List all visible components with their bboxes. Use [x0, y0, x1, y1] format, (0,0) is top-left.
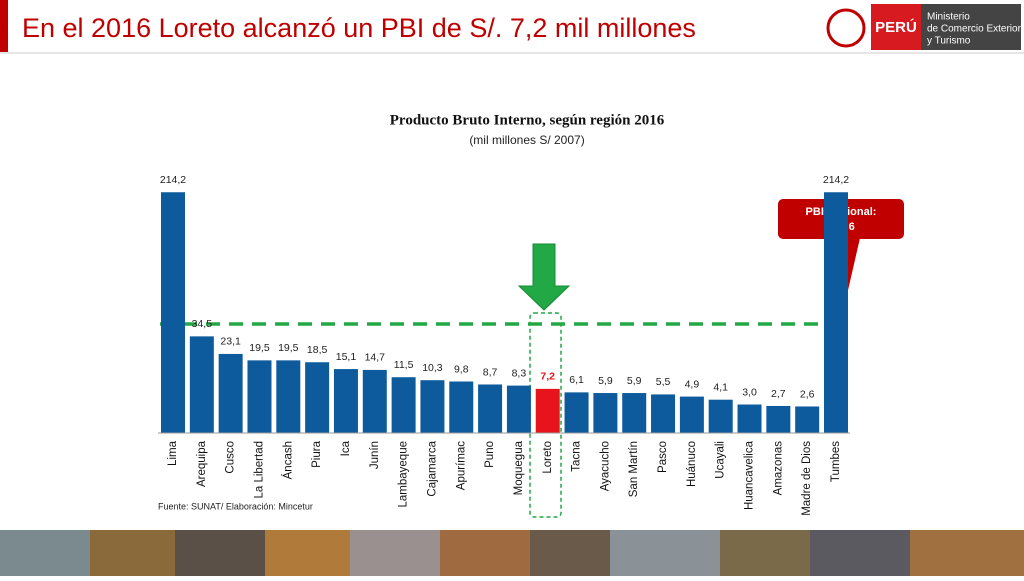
bar	[593, 393, 618, 433]
ministry: y Turismo	[927, 36, 971, 47]
value-label: 34,5	[192, 318, 213, 330]
value-label: 8,3	[512, 367, 527, 379]
x-tick-label: Junín	[369, 441, 381, 469]
bar	[651, 394, 676, 433]
x-tick-label: Moquegua	[513, 440, 525, 495]
bar	[449, 381, 474, 433]
chart-title: Producto Bruto Interno, según región 201…	[390, 112, 665, 128]
value-label: 7,2	[540, 371, 555, 383]
x-tick-label: Madre de Dios	[801, 441, 813, 516]
x-tick-label: Cusco	[225, 441, 237, 474]
x-tick-label: Lambayeque	[398, 441, 410, 508]
x-tick-label: Ayacucho	[599, 441, 611, 491]
bar	[506, 385, 531, 433]
x-tick-label: Lima	[167, 440, 179, 466]
bar	[737, 404, 762, 433]
x-tick-label: Cajamarca	[426, 440, 438, 496]
x-tick-label: Áncash	[281, 441, 294, 479]
bar	[305, 362, 330, 433]
x-tick-label: Piura	[311, 440, 323, 467]
bar	[564, 392, 589, 433]
bar	[420, 380, 445, 433]
x-tick-label: Tacna	[571, 440, 583, 471]
bar	[824, 192, 848, 433]
highlight-arrow	[517, 243, 571, 311]
value-label: 18,5	[307, 344, 328, 356]
bar	[622, 393, 647, 433]
value-label: 11,5	[394, 359, 414, 371]
x-tick-label: Ica	[340, 440, 352, 456]
slide-title: En el 2016 Loreto alcanzó un PBI de S/. …	[22, 13, 696, 43]
x-tick-label: Apurímac	[455, 441, 467, 490]
bar	[189, 336, 214, 433]
value-label: 2,7	[771, 388, 786, 400]
x-tick-label: Puno	[484, 441, 496, 468]
value-label: 4,9	[685, 378, 700, 390]
x-tick-label: Arequipa	[196, 440, 208, 487]
emblem	[826, 8, 866, 48]
source: Fuente: SUNAT/ Elaboración: Mincetur	[158, 501, 313, 511]
value-label: 214,2	[160, 174, 186, 186]
ministry: Ministerio	[927, 12, 970, 23]
bar	[218, 353, 243, 433]
bar	[391, 377, 416, 433]
value-label: 3,0	[742, 386, 757, 398]
bar	[362, 369, 387, 433]
value-label: 214,2	[823, 174, 849, 186]
bar	[795, 406, 820, 433]
value-label: 6,1	[569, 374, 584, 386]
bar	[766, 405, 791, 433]
x-tick-label: San Martín	[628, 441, 640, 497]
value-label: 15,1	[336, 351, 357, 363]
x-tick-label: Tumbes	[830, 441, 842, 482]
x-tick-label: Ucayali	[715, 441, 727, 479]
x-tick-label: Huancavelica	[744, 440, 756, 510]
title-accent	[0, 0, 8, 52]
bar	[161, 192, 185, 433]
bar	[708, 399, 733, 433]
brand: PERÚ	[875, 18, 917, 36]
value-label: 5,9	[598, 375, 613, 387]
ministry: de Comercio Exterior	[927, 24, 1022, 35]
x-tick-label: Amazonas	[772, 441, 784, 496]
value-label: 14,7	[365, 352, 386, 364]
bar	[247, 360, 272, 433]
ministry-box	[921, 4, 1021, 50]
value-label: 19,5	[278, 342, 299, 354]
x-tick-label: Huánuco	[686, 441, 698, 487]
value-label: 10,3	[422, 362, 443, 374]
chart-subtitle: (mil millones S/ 2007)	[469, 133, 584, 147]
value-label: 4,1	[713, 381, 728, 393]
value-label: 5,5	[656, 376, 671, 388]
value-label: 19,5	[249, 342, 270, 354]
bar	[276, 360, 301, 433]
bar	[478, 384, 503, 433]
brand-box	[871, 4, 921, 50]
value-label: 8,7	[483, 366, 498, 378]
value-label: 23,1	[220, 336, 241, 348]
x-tick-label: La Libertad	[254, 441, 266, 499]
bar	[535, 388, 560, 433]
x-tick-label: Loreto	[542, 441, 554, 474]
value-label: 5,9	[627, 375, 642, 387]
bar	[333, 369, 358, 433]
value-label: 9,8	[454, 363, 469, 375]
x-tick-label: Pasco	[657, 441, 669, 473]
value-label: 2,6	[800, 388, 815, 400]
photo-strip	[0, 530, 1024, 576]
bar	[679, 396, 704, 433]
